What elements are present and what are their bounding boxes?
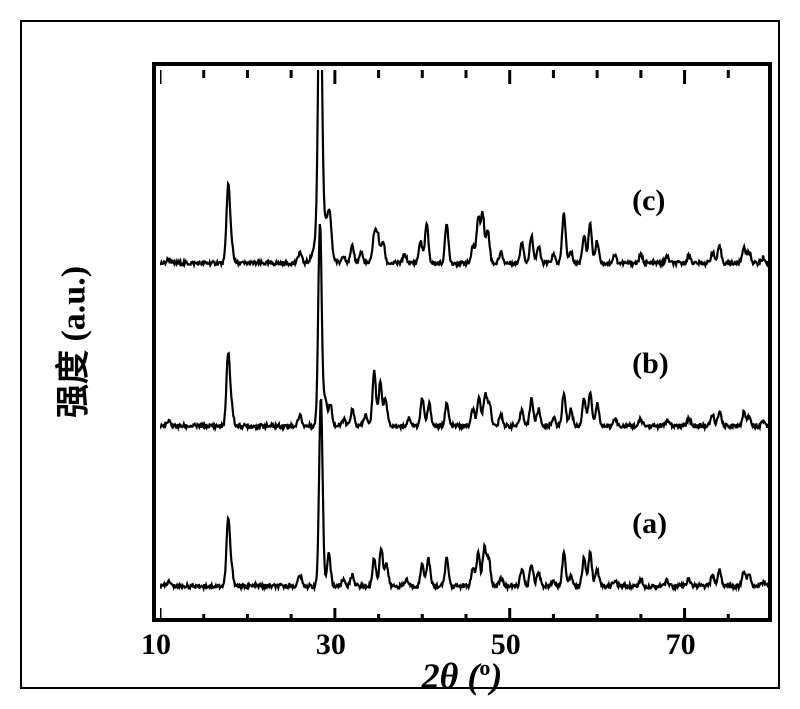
xrd-pattern-b (160, 224, 772, 428)
x-tick-30: 30 (316, 628, 346, 662)
x-axis-label: 2θ (o) (422, 655, 503, 697)
series-label-c: (c) (632, 184, 665, 218)
y-axis-label: 强度 (a.u.) (46, 266, 95, 418)
series-label-b: (b) (632, 347, 669, 381)
x-axis-label-unit: (o) (467, 656, 502, 696)
plot-area: (a) (b) (c) (152, 62, 772, 622)
x-axis-label-main: 2θ (422, 656, 459, 696)
figure-frame: 强度 (a.u.) (a)(b)(c) 10305070 2θ (o) (20, 20, 780, 689)
x-tick-10: 10 (141, 628, 171, 662)
xrd-svg (160, 70, 772, 622)
xrd-pattern-c (160, 70, 772, 265)
series-label-a: (a) (632, 507, 667, 541)
x-tick-70: 70 (666, 628, 696, 662)
